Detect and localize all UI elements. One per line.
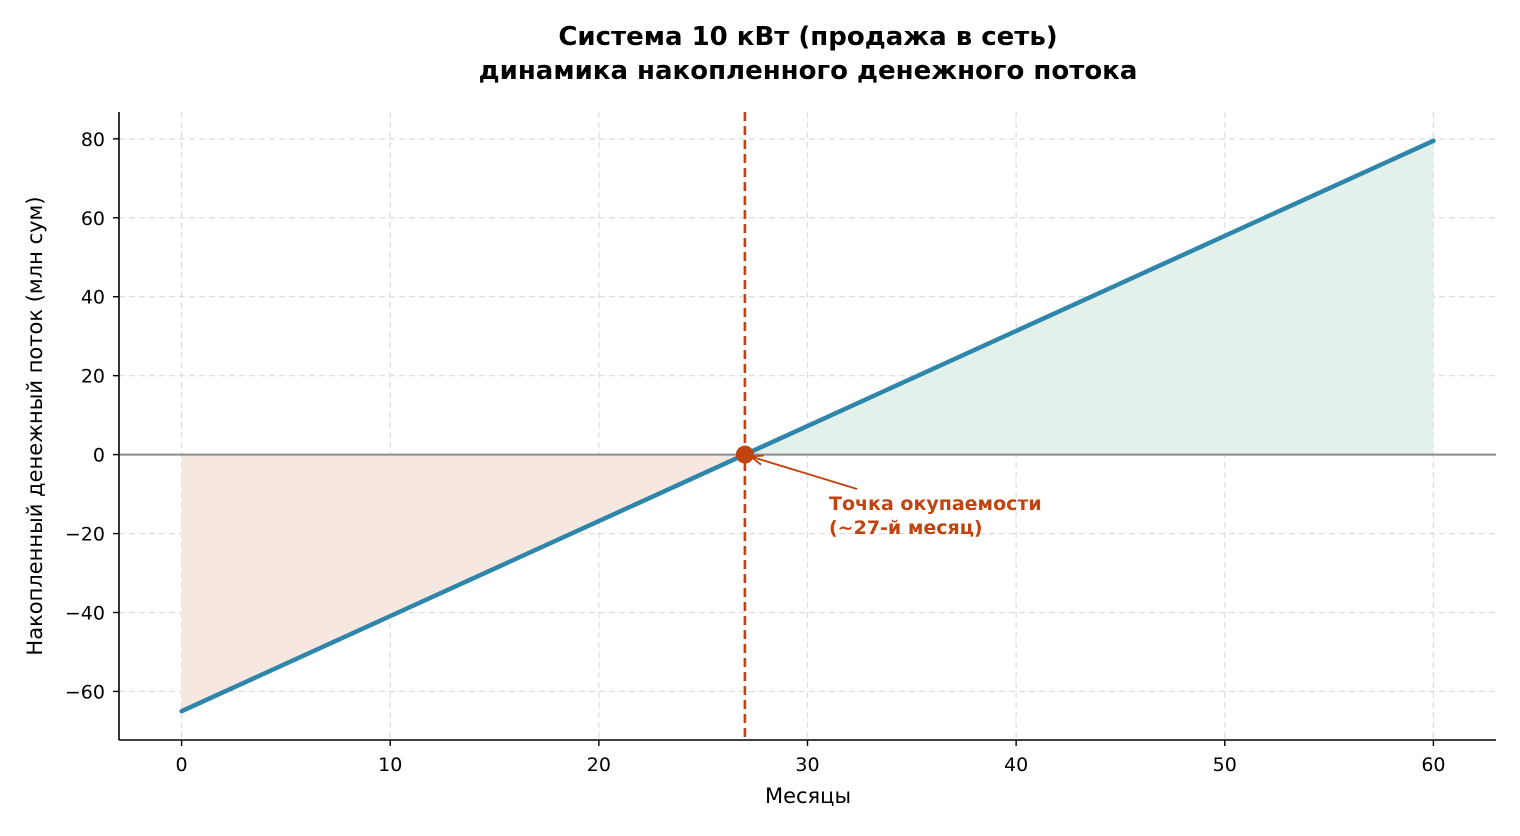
- breakeven-arrow-line: [750, 455, 858, 490]
- y-tick-label: 0: [93, 445, 105, 467]
- x-axis-label: Месяцы: [765, 784, 851, 808]
- y-tick-label: 80: [81, 129, 105, 151]
- chart-title: Система 10 кВт (продажа в сеть): [558, 22, 1057, 52]
- cashflow-line: [179, 138, 1436, 714]
- breakeven-label-line2: (~27-й месяц): [829, 517, 983, 539]
- breakeven-label-line1: Точка окупаемости: [829, 493, 1042, 515]
- x-tick-label: 50: [1213, 754, 1237, 776]
- breakeven-layer: [735, 112, 858, 740]
- chart-subtitle: динамика накопленного денежного потока: [479, 56, 1138, 86]
- y-tick-label: −40: [65, 603, 105, 625]
- y-tick-label: −60: [65, 681, 105, 703]
- x-tick-label: 20: [587, 754, 611, 776]
- y-tick-label: 20: [81, 366, 105, 388]
- y-axis-label: Накопленный денежный поток (млн сум): [23, 196, 47, 655]
- x-tick-label: 40: [1004, 754, 1028, 776]
- y-tick-label: 40: [81, 287, 105, 309]
- y-tick-label: −20: [65, 524, 105, 546]
- x-tick-label: 30: [795, 754, 819, 776]
- y-tick-label: 60: [81, 208, 105, 230]
- series-layer: [179, 138, 1436, 714]
- x-tick-label: 10: [378, 754, 402, 776]
- x-tick-label: 0: [176, 754, 188, 776]
- breakeven-marker: [735, 445, 754, 464]
- ticks-layer: 0 10 20 30 40 50 60 −60 −40 −20 0 20 40 60 80: [65, 129, 1446, 776]
- x-tick-label: 60: [1421, 754, 1445, 776]
